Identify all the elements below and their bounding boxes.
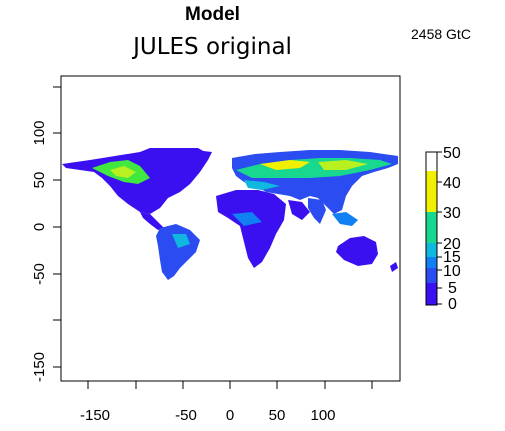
axis-ticks bbox=[53, 86, 373, 389]
continent-south-america bbox=[156, 224, 200, 280]
x-tick-label: 0 bbox=[226, 407, 234, 424]
continent-greenland bbox=[140, 148, 205, 176]
y-tick-label: -50 bbox=[31, 263, 48, 285]
colorbar-tick-label: 10 bbox=[443, 263, 461, 280]
colorbar-segment bbox=[426, 243, 437, 257]
x-tick-label: 50 bbox=[269, 407, 286, 424]
plot-frame bbox=[60, 75, 401, 382]
colorbar-tick-label: 50 bbox=[443, 145, 461, 162]
colorbar-tick-label: 20 bbox=[443, 236, 461, 253]
x-tick-label: -50 bbox=[175, 407, 197, 424]
boreal-high-values bbox=[92, 158, 392, 248]
colorbar-segment bbox=[426, 257, 437, 268]
colorbar-tick-label: 0 bbox=[448, 296, 457, 313]
colorbar-frame bbox=[425, 151, 438, 306]
colorbar-segment bbox=[426, 268, 437, 283]
colorbar-tick-label: 5 bbox=[448, 280, 457, 297]
colorbar-tick-label: 15 bbox=[443, 249, 461, 266]
y-tick-label: 100 bbox=[31, 120, 48, 145]
colorbar-segment bbox=[426, 171, 437, 212]
y-tick-label: -150 bbox=[31, 352, 48, 382]
map-title: Model bbox=[185, 4, 240, 25]
continent-se-asia bbox=[332, 212, 358, 226]
map-subtitle: JULES original bbox=[133, 34, 292, 60]
colorbar-segment bbox=[426, 152, 437, 171]
continent-africa bbox=[216, 190, 286, 268]
colorbar-tick-label: 40 bbox=[443, 175, 461, 192]
colorbar-segment bbox=[426, 212, 437, 243]
y-tick-label: 50 bbox=[31, 172, 48, 189]
continent-australia bbox=[336, 236, 378, 266]
continent-arabia bbox=[288, 200, 310, 220]
colorbar: 50 40 30 20 15 10 5 0 bbox=[425, 145, 461, 313]
global-total-label: 2458 GtC bbox=[411, 26, 471, 42]
colorbar-segment bbox=[426, 283, 437, 305]
y-tick-label: 0 bbox=[31, 223, 48, 231]
continent-india bbox=[308, 198, 326, 224]
colorbar-tick-label: 30 bbox=[443, 205, 461, 222]
continent-central-america bbox=[140, 212, 164, 230]
island-new-zealand bbox=[390, 262, 398, 272]
x-tick-label: 100 bbox=[310, 407, 335, 424]
x-tick-label: -150 bbox=[80, 407, 110, 424]
